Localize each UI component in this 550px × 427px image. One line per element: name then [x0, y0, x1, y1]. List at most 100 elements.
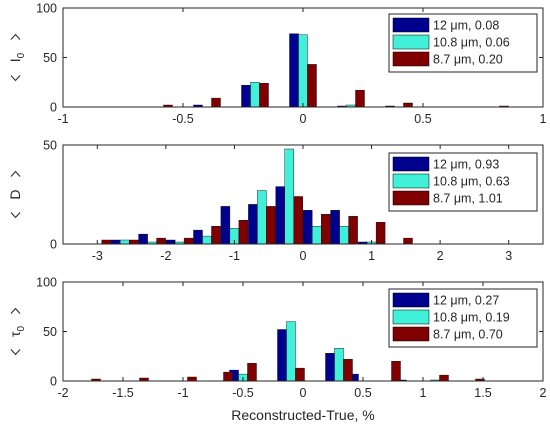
- legend-panel-3: 12 μm, 0.27 10.8 μm, 0.19 8.7 μm, 0.70: [388, 288, 538, 348]
- bar: [101, 239, 112, 245]
- legend-entry: 12 μm, 0.27: [433, 294, 499, 308]
- y-tick-label: 0: [50, 101, 57, 115]
- bar: [343, 359, 353, 382]
- legend-entry: 8.7 μm, 1.01: [433, 192, 503, 206]
- bar: [128, 239, 139, 245]
- bar: [241, 84, 251, 108]
- bar: [403, 102, 413, 108]
- x-tick-label: 1: [420, 386, 427, 400]
- bar: [202, 235, 212, 245]
- bar: [238, 219, 249, 245]
- x-tick-label: 0.5: [354, 386, 371, 400]
- bar: [193, 229, 203, 245]
- legend-swatch: [392, 326, 430, 342]
- panel-3: -2 -1.5 -1 -0.5 0 0.5 1 1.5 2 0 50 100 τ0 12 μm, 0.27…: [7, 276, 547, 401]
- bar: [211, 97, 221, 108]
- x-tick-label: 3: [505, 249, 512, 263]
- x-tick-label: -0.5: [232, 386, 254, 400]
- x-tick-label: -0.5: [172, 112, 194, 126]
- x-tick-label: 0: [300, 112, 307, 126]
- bar: [284, 148, 294, 245]
- bar: [391, 361, 401, 382]
- legend-swatch: [392, 34, 430, 50]
- bar: [138, 233, 148, 245]
- bar: [257, 190, 267, 245]
- left-angle-bracket: [10, 75, 21, 82]
- bar: [334, 348, 344, 382]
- y-tick-label: 50: [43, 139, 57, 153]
- bar: [247, 363, 257, 382]
- left-angle-bracket: [10, 212, 21, 219]
- bar: [330, 210, 340, 245]
- bar: [156, 237, 166, 245]
- legend-swatch: [392, 309, 430, 325]
- x-tick-label: -1.5: [112, 386, 134, 400]
- legend-entry: 8.7 μm, 0.70: [433, 328, 503, 342]
- y-tick-label: 50: [43, 325, 57, 339]
- panel-1: -1 -0.5 0 0.5 1 0 50 100 I0 12 μm, 0.08 10.8 μm, 0…: [7, 2, 547, 127]
- y-tick-label: 0: [50, 375, 57, 389]
- bars-panel-3: [91, 321, 485, 382]
- bar: [289, 33, 299, 108]
- bar: [119, 239, 130, 245]
- y-axis-label-text: τ0: [7, 326, 27, 338]
- legend-entry: 10.8 μm, 0.63: [433, 175, 510, 189]
- x-tick-label: -3: [92, 249, 103, 263]
- x-tick-label: 0.5: [414, 112, 431, 126]
- bar: [183, 237, 194, 245]
- bar: [325, 353, 335, 382]
- y-axis-label: I0: [7, 33, 27, 82]
- x-tick-label: 2: [437, 249, 444, 263]
- legend-swatch: [392, 173, 430, 189]
- legend-entry: 8.7 μm, 0.20: [433, 53, 503, 67]
- right-angle-bracket: [10, 307, 21, 314]
- bar: [165, 239, 176, 245]
- bar: [259, 82, 269, 108]
- legend-entry: 12 μm, 0.93: [433, 158, 499, 172]
- bar: [312, 225, 322, 245]
- x-tick-label: 2: [540, 386, 547, 400]
- y-tick-label: 100: [36, 276, 57, 290]
- x-axis-label: Reconstructed-True, %: [231, 407, 374, 423]
- x-tick-label: 1.5: [474, 386, 491, 400]
- bar: [248, 204, 258, 245]
- bar: [266, 206, 276, 245]
- y-tick-label: 0: [50, 238, 57, 252]
- legend-entry: 10.8 μm, 0.19: [433, 311, 510, 325]
- right-angle-bracket: [10, 170, 21, 177]
- legend-entry: 10.8 μm, 0.06: [433, 36, 510, 50]
- x-tick-label: 0: [300, 386, 307, 400]
- x-tick-label: -2: [57, 386, 68, 400]
- bar: [187, 376, 197, 382]
- y-axis-label: τ0: [7, 307, 27, 356]
- legend-swatch: [392, 17, 430, 33]
- legend-panel-1: 12 μm, 0.08 10.8 μm, 0.06 8.7 μm, 0.20: [388, 13, 538, 73]
- bar: [275, 186, 285, 245]
- legend-panel-2: 12 μm, 0.93 10.8 μm, 0.63 8.7 μm, 1.01: [388, 152, 538, 212]
- y-axis-label-text: I0: [7, 52, 27, 62]
- bar: [211, 225, 221, 245]
- bar: [293, 196, 303, 245]
- bar: [355, 89, 365, 108]
- bar: [286, 321, 296, 382]
- y-axis-label: D: [7, 170, 23, 219]
- bar: [298, 34, 308, 108]
- x-tick-label: -2: [160, 249, 171, 263]
- y-tick-label: 50: [43, 51, 57, 65]
- x-tick-label: 1: [540, 112, 547, 126]
- bar: [339, 225, 349, 245]
- bar: [223, 371, 233, 382]
- bar: [303, 210, 313, 245]
- x-tick-label: 1: [368, 249, 375, 263]
- bar: [439, 374, 449, 382]
- bar: [403, 237, 413, 245]
- y-axis-label-text: D: [7, 189, 23, 199]
- bar: [110, 239, 121, 245]
- x-tick-label: -1: [57, 112, 68, 126]
- bar: [250, 82, 260, 108]
- legend-entry: 12 μm, 0.08: [433, 19, 499, 33]
- bar: [307, 64, 317, 108]
- legend-swatch: [392, 292, 430, 308]
